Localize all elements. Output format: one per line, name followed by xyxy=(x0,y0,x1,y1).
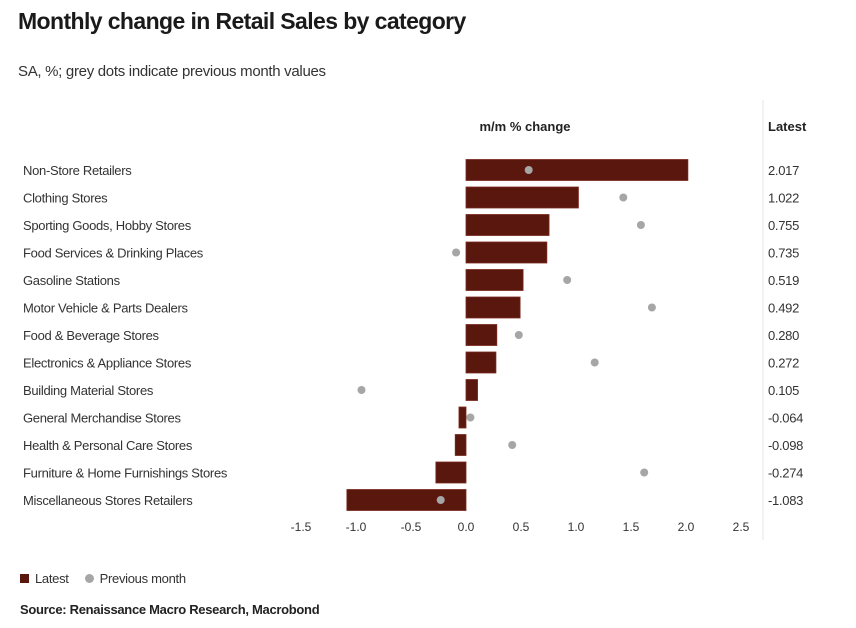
bar-latest xyxy=(465,186,579,209)
x-tick-label: -1.0 xyxy=(346,520,367,534)
legend-previous-dot xyxy=(84,574,94,583)
x-tick-label: 2.0 xyxy=(678,520,695,534)
category-label: General Merchandise Stores xyxy=(23,411,181,426)
dot-previous-month xyxy=(452,248,461,257)
bar-latest xyxy=(465,159,689,181)
legend-latest-label: Latest xyxy=(35,571,69,586)
category-label: Non-Store Retailers xyxy=(23,163,132,178)
bar-latest xyxy=(465,351,497,374)
latest-value-label: 0.492 xyxy=(768,301,799,316)
bar-latest xyxy=(465,324,498,346)
latest-value-label: 2.017 xyxy=(768,163,799,178)
latest-value-label: 1.022 xyxy=(768,191,799,206)
dot-previous-month xyxy=(514,331,523,339)
category-label: Sporting Goods, Hobby Stores xyxy=(23,218,192,233)
source-note: Source: Renaissance Macro Research, Macr… xyxy=(20,602,320,617)
bar-latest xyxy=(458,406,467,429)
dot-previous-month xyxy=(466,413,475,422)
category-label: Furniture & Home Furnishings Stores xyxy=(23,466,228,481)
dot-previous-month xyxy=(640,468,649,477)
dot-previous-month xyxy=(619,193,628,202)
dot-previous-month xyxy=(436,496,445,504)
x-tick-label: 1.0 xyxy=(568,520,585,534)
legend-previous-label: Previous month xyxy=(99,571,186,586)
latest-value-label: 0.519 xyxy=(768,273,799,288)
bar-latest xyxy=(435,461,467,484)
latest-value-label: -0.274 xyxy=(768,466,803,481)
x-tick-label: 0.0 xyxy=(458,520,475,534)
dot-previous-month xyxy=(524,166,533,174)
bar-latest xyxy=(465,269,524,291)
category-label: Motor Vehicle & Parts Dealers xyxy=(23,301,189,316)
bar-latest xyxy=(465,296,521,319)
latest-value-label: -0.064 xyxy=(768,411,803,426)
dot-previous-month xyxy=(636,221,645,229)
dot-previous-month xyxy=(590,358,599,367)
dot-previous-month xyxy=(563,276,572,284)
category-label: Gasoline Stations xyxy=(23,273,121,288)
x-tick-label: -1.5 xyxy=(291,520,312,534)
x-tick-label: 2.5 xyxy=(733,520,750,534)
chart-subtitle: SA, %; grey dots indicate previous month… xyxy=(18,63,326,80)
chart-title: Monthly change in Retail Sales by catego… xyxy=(18,8,466,34)
category-label: Food & Beverage Stores xyxy=(23,328,160,343)
x-tick-label: 1.5 xyxy=(623,520,640,534)
dot-previous-month xyxy=(647,303,656,312)
latest-value-label: 0.272 xyxy=(768,356,799,371)
legend-latest-swatch xyxy=(20,574,29,583)
latest-value-label: 0.735 xyxy=(768,246,799,261)
legend: Latest Previous month xyxy=(20,571,186,586)
bar-latest xyxy=(465,379,478,401)
bar-latest xyxy=(465,241,548,264)
category-label: Miscellaneous Stores Retailers xyxy=(23,493,193,508)
latest-value-label: -1.083 xyxy=(768,493,803,508)
latest-value-label: -0.098 xyxy=(768,438,803,453)
bar-latest xyxy=(346,489,467,511)
latest-column-header: Latest xyxy=(768,119,807,134)
latest-value-label: 0.280 xyxy=(768,328,799,343)
dot-previous-month xyxy=(508,441,517,449)
category-label: Health & Personal Care Stores xyxy=(23,438,193,453)
x-axis-label: m/m % change xyxy=(479,119,570,134)
bar-latest xyxy=(454,434,467,456)
x-tick-label: 0.5 xyxy=(513,520,530,534)
dot-previous-month xyxy=(357,386,366,394)
latest-value-label: 0.105 xyxy=(768,383,799,398)
bar-chart: m/m % change Latest Non-Store Retailers 2… xyxy=(23,100,807,540)
bar-latest xyxy=(465,214,550,236)
category-label: Building Material Stores xyxy=(23,383,154,398)
category-label: Clothing Stores xyxy=(23,191,108,206)
latest-value-label: 0.755 xyxy=(768,218,799,233)
category-label: Food Services & Drinking Places xyxy=(23,246,204,261)
category-label: Electronics & Appliance Stores xyxy=(23,356,192,371)
x-tick-label: -0.5 xyxy=(401,520,422,534)
